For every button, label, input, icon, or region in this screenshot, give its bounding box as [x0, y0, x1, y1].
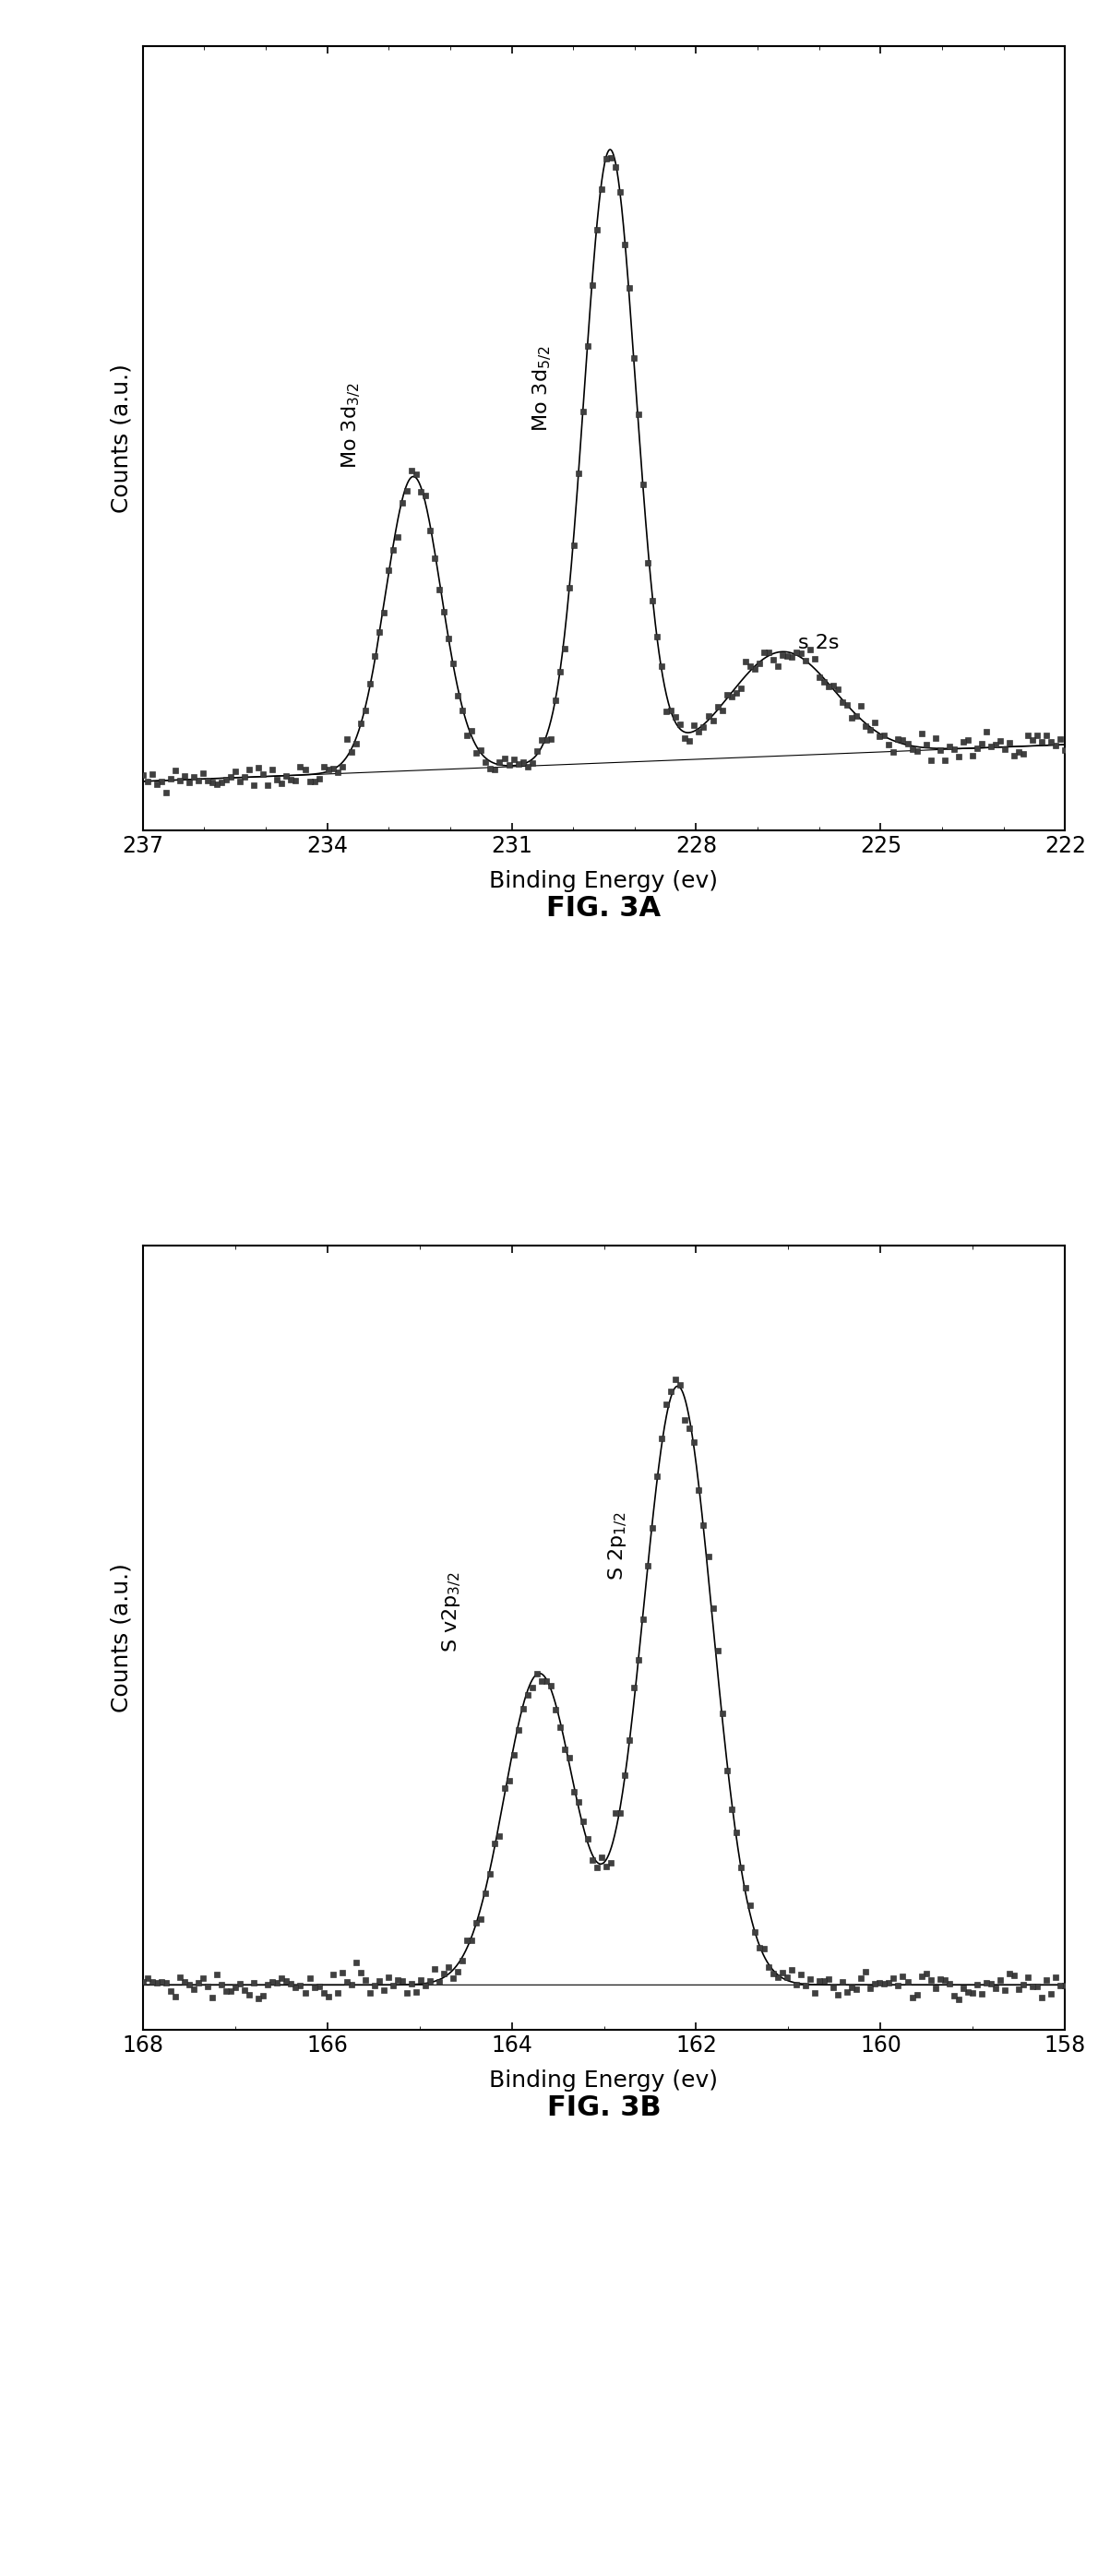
Text: s 2s: s 2s [798, 634, 840, 652]
Text: S v2p$_{3/2}$: S v2p$_{3/2}$ [440, 1571, 463, 1654]
Text: Mo 3d$_{3/2}$: Mo 3d$_{3/2}$ [340, 384, 363, 469]
X-axis label: Binding Energy (ev): Binding Energy (ev) [490, 2069, 718, 2092]
Text: FIG. 3A: FIG. 3A [547, 894, 661, 922]
Text: S 2p$_{1/2}$: S 2p$_{1/2}$ [606, 1512, 629, 1582]
X-axis label: Binding Energy (ev): Binding Energy (ev) [490, 871, 718, 891]
Text: FIG. 3B: FIG. 3B [547, 2094, 661, 2120]
Y-axis label: Counts (a.u.): Counts (a.u.) [110, 1564, 133, 1713]
Y-axis label: Counts (a.u.): Counts (a.u.) [110, 363, 133, 513]
Text: Mo 3d$_{5/2}$: Mo 3d$_{5/2}$ [531, 345, 553, 433]
